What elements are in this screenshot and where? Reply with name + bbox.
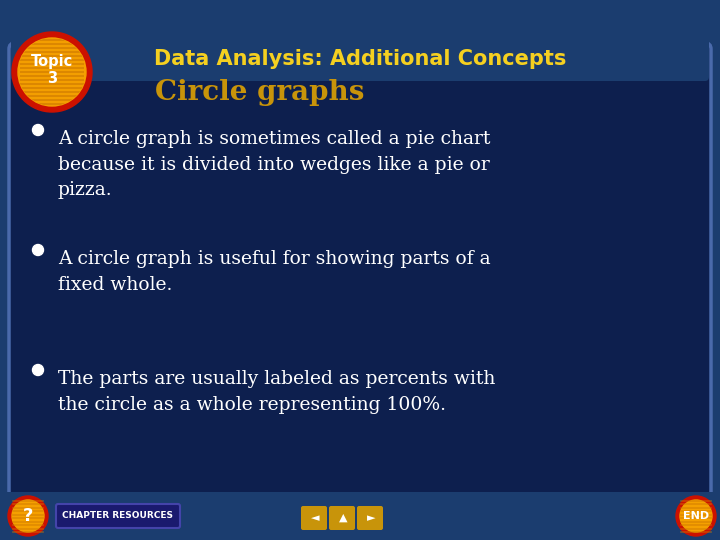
Text: Data Analysis: Additional Concepts: Data Analysis: Additional Concepts: [154, 49, 566, 69]
Text: Topic
3: Topic 3: [31, 54, 73, 86]
Circle shape: [32, 245, 43, 255]
Text: The parts are usually labeled as percents with
the circle as a whole representin: The parts are usually labeled as percent…: [58, 370, 495, 414]
Text: A circle graph is sometimes called a pie chart
because it is divided into wedges: A circle graph is sometimes called a pie…: [58, 130, 490, 199]
Circle shape: [18, 38, 86, 106]
Circle shape: [680, 500, 712, 532]
Circle shape: [12, 500, 44, 532]
Text: ▲: ▲: [338, 513, 347, 523]
Text: Circle graphs: Circle graphs: [155, 78, 364, 105]
Text: A circle graph is useful for showing parts of a
fixed whole.: A circle graph is useful for showing par…: [58, 250, 490, 294]
FancyBboxPatch shape: [301, 506, 327, 530]
Circle shape: [8, 496, 48, 536]
Circle shape: [32, 364, 43, 375]
Text: ?: ?: [23, 507, 33, 525]
FancyBboxPatch shape: [357, 506, 383, 530]
Text: ◄: ◄: [311, 513, 319, 523]
Text: END: END: [683, 511, 709, 521]
FancyBboxPatch shape: [11, 38, 709, 81]
Text: ►: ►: [366, 513, 375, 523]
FancyBboxPatch shape: [329, 506, 355, 530]
FancyBboxPatch shape: [56, 504, 180, 528]
FancyBboxPatch shape: [9, 43, 711, 498]
Circle shape: [12, 32, 92, 112]
Text: CHAPTER RESOURCES: CHAPTER RESOURCES: [63, 511, 174, 521]
FancyBboxPatch shape: [0, 492, 720, 540]
Circle shape: [32, 125, 43, 136]
Circle shape: [676, 496, 716, 536]
